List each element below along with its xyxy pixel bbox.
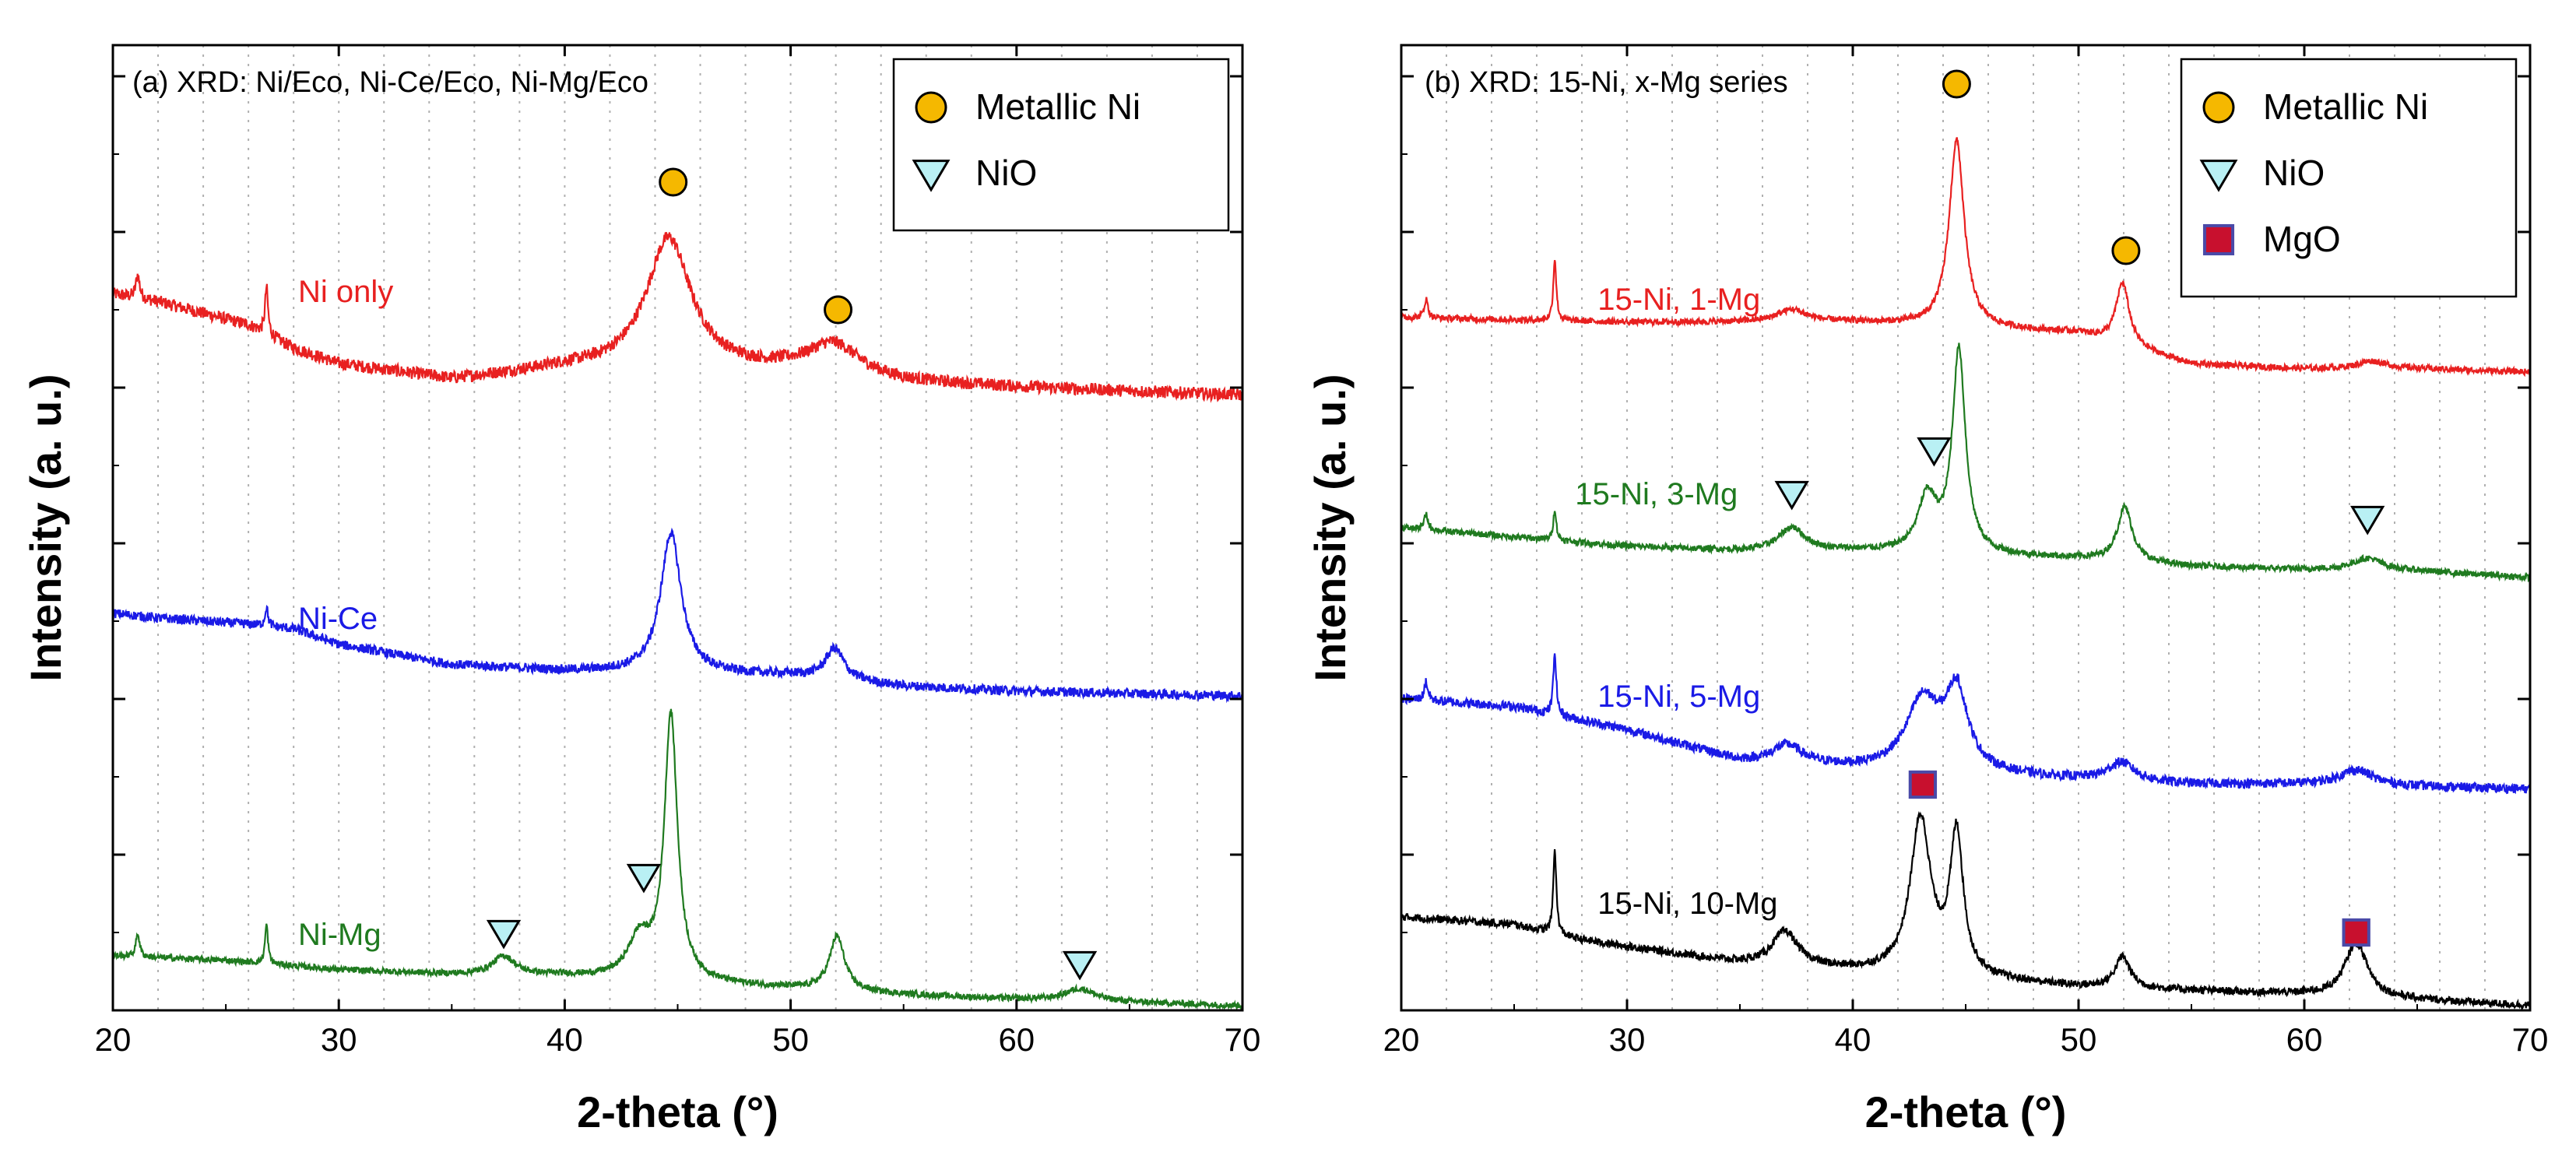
peak-marker-square [2342,918,2370,947]
peak-marker-circle [659,167,688,197]
series-label: 15-Ni, 10-Mg [1597,887,1777,921]
peak-marker-circle [2111,236,2141,265]
series-label: 15-Ni, 1-Mg [1597,283,1760,317]
x-tick-label: 50 [772,1021,809,1058]
x-tick-label: 70 [2512,1021,2549,1058]
x-tick-label: 30 [1609,1021,1646,1058]
peak-marker-triangle-down [1917,437,1952,467]
x-tick-label: 20 [1383,1021,1420,1058]
x-tick-label: 60 [2286,1021,2323,1058]
peak-marker-circle [824,295,853,325]
legend-marker-circle [2202,91,2235,124]
x-tick-label: 30 [321,1021,357,1058]
x-tick-label: 70 [1225,1021,1261,1058]
series-label: Ni-Mg [298,918,381,952]
legend-marker-square [2202,223,2235,256]
legend-marker-triangle-down [912,160,951,192]
series-line [1400,342,2531,583]
legend: Metallic Ni NiO [892,58,1230,232]
x-tick-label: 60 [998,1021,1035,1058]
peak-marker-triangle-down [2350,505,2385,536]
peak-marker-circle [1942,69,1971,99]
series-label: Ni-Ce [298,602,378,636]
legend-label: MgO [2263,219,2341,259]
x-tick-label: 40 [1835,1021,1871,1058]
y-axis-title: Intensity (a. u.) [1306,374,1355,681]
series-line [111,708,1244,1011]
x-tick-label: 50 [2061,1021,2097,1058]
legend-label: NiO [975,153,1037,193]
legend-marker-circle [915,91,947,124]
legend-label: NiO [2263,153,2325,193]
x-tick-label: 20 [95,1021,132,1058]
x-tick-label: 40 [546,1021,583,1058]
legend-label: Metallic Ni [975,86,1140,127]
legend-box [892,58,1230,232]
x-axis-title: 2-theta (°) [577,1087,778,1136]
legend-box [2180,58,2518,298]
series-line [1400,137,2532,378]
series-line [111,231,1244,403]
peak-marker-triangle-down [626,863,662,894]
series-label: 15-Ni, 5-Mg [1597,680,1760,714]
peak-marker-triangle-down [1062,950,1098,981]
series-label: Ni only [298,275,393,309]
peak-marker-triangle-down [486,919,522,950]
peak-marker-triangle-down [1774,480,1809,511]
legend: Metallic Ni NiO MgO [2180,58,2518,298]
series-label: 15-Ni, 3-Mg [1575,477,1738,511]
peak-marker-square [1908,770,1938,799]
legend-marker-triangle-down [2199,160,2238,192]
x-axis-title: 2-theta (°) [1865,1087,2067,1136]
series-line [112,527,1244,704]
series-line [1400,653,2532,795]
y-axis-title: Intensity (a. u.) [21,374,70,681]
chart-title: (b) XRD: 15-Ni, x-Mg series [1425,66,1788,99]
series-line [1400,810,2532,1010]
chart-title: (a) XRD: Ni/Eco, Ni-Ce/Eco, Ni-Mg/Eco [132,66,648,99]
chart-panel-b: 15-Ni, 1-Mg 15-Ni, 3-Mg 15-Ni, 5-Mg 15-Ni, … [1306,44,2549,1136]
chart-panel-a: Ni only Ni-Ce Ni-Mg 20 30 40 50 60 70 2-theta (°)… [21,44,1261,1136]
legend-label: Metallic Ni [2263,86,2428,127]
